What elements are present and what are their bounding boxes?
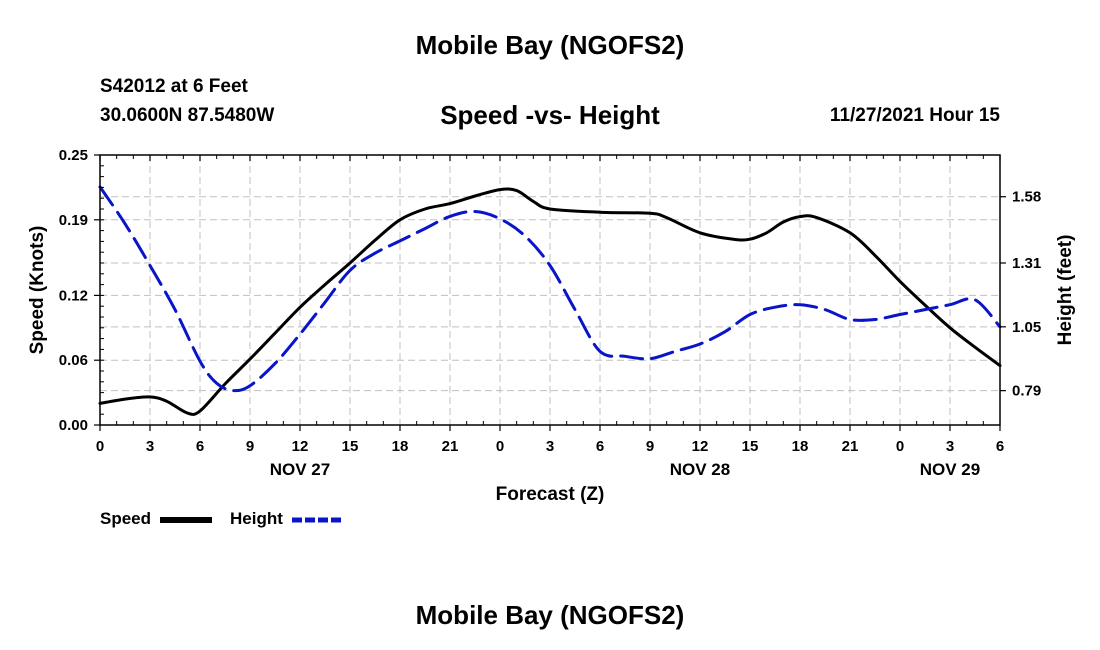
x-tick-label: 3: [146, 438, 154, 455]
grid: [100, 155, 1000, 425]
x-tick-label: 6: [996, 438, 1004, 455]
footer-title: Mobile Bay (NGOFS2): [415, 600, 685, 630]
page-title: Mobile Bay (NGOFS2): [415, 30, 685, 60]
y-right-tick-label: 0.79: [1012, 383, 1041, 400]
x-tick-label: 12: [292, 438, 309, 455]
x-tick-label: 21: [842, 438, 859, 455]
station-label: S42012 at 6 Feet: [100, 76, 248, 97]
y-right-tick-label: 1.31: [1012, 255, 1041, 272]
x-tick-label: 21: [442, 438, 459, 455]
x-tick-label: 0: [896, 438, 904, 455]
axes: 0 3 6 9 12 15 18 21 0 3 6 9 12 15 18 21 0 3 6 0.00 0.06 0.12 0…: [27, 147, 1076, 505]
legend-height-label: Height: [230, 509, 283, 528]
x-tick-label: 3: [946, 438, 954, 455]
date-label: NOV 29: [920, 460, 980, 479]
forecast-timestamp: 11/27/2021 Hour 15: [829, 105, 1000, 126]
y-tick-label: 0.12: [59, 287, 88, 304]
x-tick-label: 9: [646, 438, 654, 455]
x-tick-label: 12: [692, 438, 709, 455]
legend-speed-label: Speed: [100, 509, 152, 528]
chart-title: Speed -vs- Height: [440, 100, 660, 130]
x-tick-label: 15: [342, 438, 359, 455]
x-tick-label: 0: [96, 438, 104, 455]
x-tick-label: 15: [742, 438, 759, 455]
y-right-axis-title: Height (feet): [1055, 235, 1076, 346]
y-axis-title: Speed (Knots): [27, 226, 48, 355]
y-tick-label: 0.00: [59, 417, 88, 434]
station-coordinates: 30.0600N 87.5480W: [100, 105, 275, 126]
y-tick-label: 0.25: [59, 147, 88, 164]
x-tick-label: 9: [246, 438, 254, 455]
y-right-tick-label: 1.58: [1012, 189, 1041, 206]
y-tick-label: 0.19: [59, 212, 88, 229]
x-tick-label: 6: [196, 438, 204, 455]
x-axis-title: Forecast (Z): [496, 484, 605, 505]
x-tick-label: 18: [392, 438, 409, 455]
series-line-height: [98, 185, 1002, 393]
series-line-speed: [98, 187, 1002, 416]
x-tick-label: 0: [496, 438, 504, 455]
date-label: NOV 28: [670, 460, 730, 479]
x-tick-label: 6: [596, 438, 604, 455]
y-right-tick-label: 1.05: [1012, 319, 1041, 336]
date-label: NOV 27: [270, 460, 330, 479]
x-tick-label: 3: [546, 438, 554, 455]
x-tick-label: 18: [792, 438, 809, 455]
y-tick-label: 0.06: [59, 352, 88, 369]
series-layer: [98, 185, 1002, 416]
